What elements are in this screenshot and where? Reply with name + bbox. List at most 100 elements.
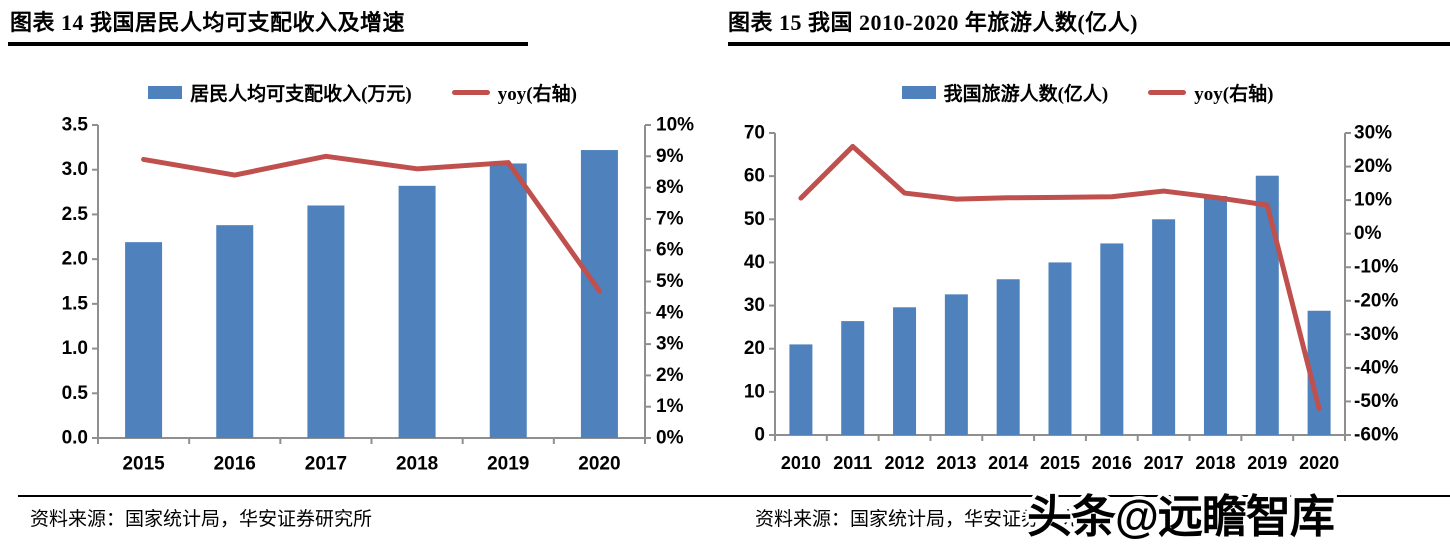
tourism-bar-line-chart: 0 10 20 30 40 50 60 70 -60% -50% -40% -30% -20% -10% 0…	[744, 123, 1399, 474]
bar	[893, 307, 917, 435]
bar	[1152, 219, 1176, 435]
bar	[125, 242, 163, 438]
x-category-label: 2020	[1299, 453, 1339, 473]
source-text-left: 资料来源：国家统计局，华安证券研究所	[30, 509, 373, 530]
x-category-label: 2017	[305, 454, 347, 475]
left-tick-label: 2.0	[62, 249, 88, 270]
x-category-label: 2020	[578, 454, 620, 475]
left-tick-label: 30	[744, 295, 765, 316]
yoy-line	[141, 153, 602, 294]
title-underline-left	[8, 42, 528, 46]
bar	[841, 321, 865, 435]
right-tick-label: 6%	[656, 240, 684, 261]
legend-line-swatch	[1148, 90, 1187, 95]
bar	[1203, 195, 1227, 435]
bar	[398, 185, 436, 438]
legend-item: 我国旅游人数(亿人)	[901, 79, 1109, 106]
left-tick-label: 60	[744, 166, 765, 187]
watermark-text: 头条@远瞻智库	[1027, 491, 1334, 542]
bar	[307, 205, 345, 438]
legend-bar-swatch	[901, 86, 936, 99]
x-category-label: 2015	[122, 454, 165, 475]
x-category-label: 2019	[1247, 453, 1287, 473]
bar	[580, 150, 618, 439]
yoy-line	[798, 143, 1322, 411]
right-tick-label: 3%	[656, 334, 684, 355]
bar	[789, 344, 813, 435]
bar	[1255, 175, 1279, 435]
right-tick-label: -30%	[1354, 324, 1398, 345]
watermark: 头条@远瞻智库	[1025, 488, 1338, 546]
right-tick-label: -10%	[1354, 257, 1398, 278]
right-tick-label: -60%	[1354, 425, 1398, 446]
chart-title-income: 图表 14 我国居民人均可支配收入及增速	[10, 10, 406, 35]
right-tick-label: -40%	[1354, 357, 1398, 378]
x-category-label: 2016	[214, 454, 256, 475]
source-rule-left	[18, 495, 725, 497]
legend-item: 居民人均可支配收入(万元)	[148, 79, 412, 106]
left-tick-label: 0.0	[62, 428, 88, 449]
right-tick-label: 10%	[1354, 190, 1392, 211]
bar	[1100, 243, 1124, 435]
legend-item: yoy(右轴)	[1148, 79, 1273, 106]
x-category-label: 2018	[396, 454, 438, 475]
legend-line-swatch	[451, 90, 490, 95]
income-bar-line-chart: 0.0 0.5 1.0 1.5 2.0 2.5 3.0 3.5 0% 1% 2% 3% 4% 5% 6% 7%…	[62, 115, 695, 475]
x-category-label: 2017	[1144, 453, 1184, 473]
left-tick-label: 0	[754, 425, 765, 446]
legend-tourism: 我国旅游人数(亿人) yoy(右轴)	[725, 79, 1450, 106]
left-tick-label: 2.5	[62, 204, 89, 225]
left-tick-label: 1.5	[62, 293, 89, 314]
legend-item: yoy(右轴)	[451, 79, 577, 106]
right-tick-label: -50%	[1354, 391, 1398, 412]
bar	[944, 294, 968, 435]
legend-label: 居民人均可支配收入(万元)	[190, 84, 412, 105]
legend-label: yoy(右轴)	[497, 84, 577, 105]
x-category-label: 2012	[885, 453, 925, 473]
left-tick-label: 10	[744, 381, 765, 402]
x-category-label: 2011	[833, 453, 872, 473]
chart-panel-income: 图表 14 我国居民人均可支配收入及增速 居民人均可支配收入(万元) yoy(右轴…	[0, 10, 725, 530]
legend-income: 居民人均可支配收入(万元) yoy(右轴)	[0, 79, 725, 106]
bar	[489, 163, 527, 438]
legend-label: 我国旅游人数(亿人)	[943, 84, 1109, 105]
right-tick-label: 0%	[1354, 223, 1382, 244]
right-tick-label: 9%	[656, 146, 684, 167]
x-category-label: 2019	[487, 454, 529, 475]
left-tick-label: 1.0	[62, 338, 88, 359]
bar	[1307, 310, 1331, 435]
right-tick-label: 8%	[656, 177, 684, 198]
bar	[996, 279, 1020, 435]
x-category-label: 2018	[1195, 453, 1235, 473]
x-category-label: 2014	[988, 453, 1028, 473]
right-tick-label: 30%	[1354, 123, 1392, 144]
right-tick-label: 0%	[656, 428, 684, 449]
legend-label: yoy(右轴)	[1194, 84, 1274, 105]
x-category-label: 2010	[781, 453, 821, 473]
right-tick-label: 7%	[656, 208, 684, 229]
legend-bar-swatch	[148, 86, 183, 99]
right-tick-label: 20%	[1354, 156, 1392, 177]
left-tick-label: 3.0	[62, 159, 88, 180]
right-tick-label: 1%	[656, 396, 684, 417]
title-underline-right	[728, 42, 1450, 46]
x-category-label: 2013	[936, 453, 976, 473]
source-text-right: 资料来源：国家统计局，华安证券研究所	[755, 509, 1098, 530]
right-tick-label: 2%	[656, 365, 684, 386]
x-category-label: 2016	[1092, 453, 1132, 473]
left-tick-label: 3.5	[62, 115, 89, 136]
right-tick-label: 5%	[656, 271, 684, 292]
right-tick-label: 10%	[656, 115, 694, 136]
chart-panel-tourism: 图表 15 我国 2010-2020 年旅游人数(亿人) 我国旅游人数(亿人) y…	[725, 0, 1450, 551]
left-tick-label: 0.5	[62, 383, 89, 404]
left-tick-label: 50	[744, 209, 765, 230]
source-rule-right	[725, 495, 1450, 497]
bar	[216, 225, 254, 438]
left-tick-label: 40	[744, 252, 765, 273]
x-category-label: 2015	[1040, 453, 1080, 473]
left-tick-label: 20	[744, 338, 765, 359]
chart-title-tourism: 图表 15 我国 2010-2020 年旅游人数(亿人)	[728, 10, 1138, 35]
bar	[1048, 262, 1072, 435]
left-tick-label: 70	[744, 123, 765, 144]
